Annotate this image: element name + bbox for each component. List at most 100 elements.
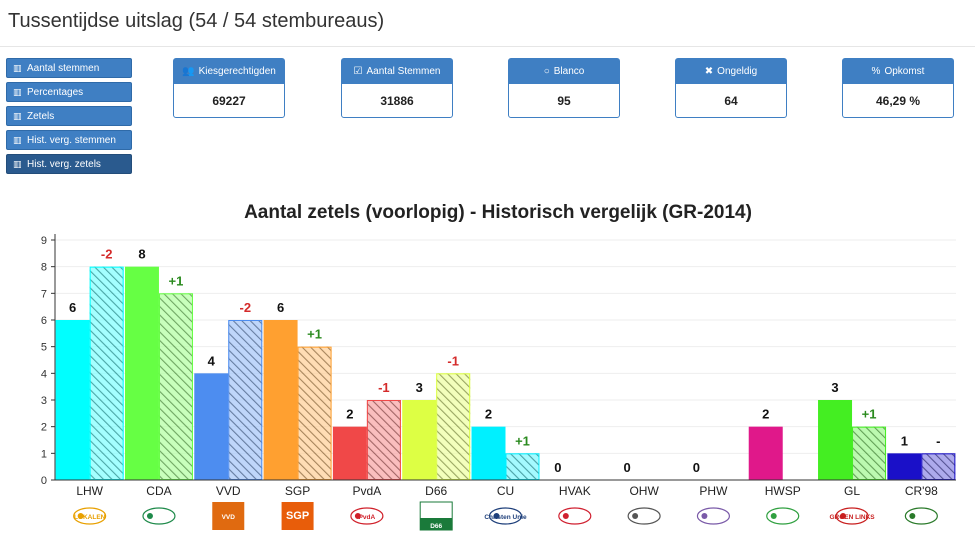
party-logo-sgp: SGP: [281, 502, 314, 530]
y-tick-label: 6: [41, 315, 47, 327]
sidebar-item-hist-verg-stemmen[interactable]: ▥ Hist. verg. stemmen: [6, 130, 132, 150]
x-tick-label: OHW: [629, 484, 659, 498]
value-label: 2: [762, 407, 769, 422]
stat-label: Kiesgerechtigden: [198, 66, 276, 77]
y-tick-label: 5: [41, 342, 47, 354]
party-logo-cda: [142, 507, 176, 525]
x-tick-label: SGP: [285, 484, 310, 498]
seat-comparison-chart: Aantal zetels (voorlopig) - Historisch v…: [41, 202, 956, 531]
x-tick-label: D66: [425, 484, 447, 498]
bar-previous-sgp[interactable]: [297, 346, 332, 480]
circle-icon: ○: [543, 66, 550, 77]
sidebar-item-aantal-stemmen[interactable]: ▥ Aantal stemmen: [6, 58, 132, 78]
value-label: 3: [831, 380, 838, 395]
y-tick-label: 1: [41, 448, 47, 460]
stat-unit: %: [909, 94, 921, 108]
sidebar-item-hist-verg-zetels[interactable]: ▥ Hist. verg. zetels: [6, 154, 132, 174]
party-logo-d66: D66: [419, 501, 453, 531]
bar-current-vvd[interactable]: [194, 373, 229, 480]
page-title: Tussentijdse uitslag (54 / 54 stembureau…: [8, 10, 385, 32]
value-label: 0: [623, 460, 630, 475]
value-label: 4: [208, 353, 216, 368]
party-logo-vvd: VVD: [212, 502, 245, 530]
party-logo-pvda: PvdA: [350, 507, 384, 525]
bar-previous-vvd[interactable]: [228, 320, 263, 480]
bar-current-sgp[interactable]: [263, 320, 298, 480]
stat-blanco: ○ Blanco 95: [508, 58, 620, 118]
bar-current-hwsp[interactable]: [748, 426, 783, 480]
bar-current-cu[interactable]: [471, 426, 506, 480]
bar-previous-cr98[interactable]: [921, 453, 956, 481]
party-logo-cu: Christen Unie: [484, 507, 527, 525]
bar-current-lhw[interactable]: [55, 320, 90, 480]
diff-label: -2: [101, 247, 113, 262]
x-tick-label: CDA: [146, 484, 171, 498]
sidebar-item-percentages[interactable]: ▥ Percentages: [6, 82, 132, 102]
stat-aantal-stemmen: ☑ Aantal Stemmen 31886: [341, 58, 453, 118]
bar-current-cda[interactable]: [124, 266, 159, 480]
stat-value: 95: [557, 94, 571, 108]
bar-previous-cda[interactable]: [158, 293, 193, 481]
bar-current-d66[interactable]: [402, 400, 437, 480]
stat-kiesgerechtigden: 👥 Kiesgerechtigden 69227: [173, 58, 285, 118]
stat-value: 46,29: [875, 94, 906, 108]
value-label: 2: [346, 407, 353, 422]
sidebar-item-label: Zetels: [27, 110, 55, 122]
x-tick-label: CU: [497, 484, 514, 498]
x-tick-label: VVD: [216, 484, 241, 498]
bar-chart-icon: ▥: [13, 134, 22, 145]
diff-label: +1: [862, 407, 877, 422]
x-tick-label: PvdA: [353, 484, 382, 498]
y-tick-label: 2: [41, 422, 47, 434]
bar-previous-gl[interactable]: [852, 426, 887, 481]
y-tick-label: 3: [41, 395, 47, 407]
sidebar-item-label: Percentages: [27, 86, 84, 98]
bar-previous-lhw[interactable]: [89, 266, 124, 480]
stat-label: Blanco: [553, 66, 585, 77]
diff-label: -1: [447, 353, 459, 368]
svg-text:D66: D66: [430, 523, 442, 530]
value-label: 3: [416, 380, 423, 395]
party-logo-hwsp: [766, 507, 800, 525]
bar-previous-cu[interactable]: [505, 453, 540, 481]
party-logo-hvak: [558, 507, 592, 525]
bar-chart-icon: ▥: [13, 62, 22, 73]
svg-text:VVD: VVD: [222, 514, 236, 521]
party-logo-gl: GROEN LINKS: [829, 507, 875, 525]
stat-value: 64: [724, 94, 738, 108]
users-icon: 👥: [182, 66, 195, 77]
party-logo-cr98: [904, 507, 938, 525]
chart-title: Aantal zetels (voorlopig) - Historisch v…: [244, 202, 752, 223]
value-label: 2: [485, 407, 492, 422]
x-tick-label: GL: [844, 484, 860, 498]
svg-text:PvdA: PvdA: [359, 514, 376, 521]
svg-text:GROEN LINKS: GROEN LINKS: [829, 514, 875, 521]
bar-chart-icon: ▥: [13, 110, 22, 121]
diff-label: +1: [169, 273, 184, 288]
stat-label: Aantal Stemmen: [366, 66, 441, 77]
bar-chart-icon: ▥: [13, 86, 22, 97]
value-label: 6: [69, 300, 76, 315]
bar-current-cr98[interactable]: [887, 453, 922, 480]
bar-current-pvda[interactable]: [332, 426, 367, 480]
sidebar-item-label: Hist. verg. zetels: [27, 158, 101, 170]
sidebar-item-label: Aantal stemmen: [27, 62, 100, 74]
diff-label: -2: [239, 300, 251, 315]
page-header: Tussentijdse uitslag (54 / 54 stembureau…: [0, 0, 975, 47]
x-tick-label: HWSP: [765, 484, 801, 498]
value-label: 1: [901, 433, 908, 448]
stat-ongeldig: ✖ Ongeldig 64: [675, 58, 787, 118]
value-label: 0: [554, 460, 561, 475]
y-tick-label: 4: [41, 368, 47, 380]
x-icon: ✖: [704, 66, 714, 77]
bar-current-gl[interactable]: [818, 400, 853, 480]
x-tick-label: PHW: [699, 484, 728, 498]
stat-label: Ongeldig: [717, 66, 758, 77]
stat-value: 69227: [212, 94, 246, 108]
sidebar-menu: ▥ Aantal stemmen ▥ Percentages ▥ Zetels …: [6, 58, 132, 178]
value-label: 8: [138, 247, 145, 262]
bar-previous-pvda[interactable]: [366, 400, 401, 480]
sidebar-item-zetels[interactable]: ▥ Zetels: [6, 106, 132, 126]
stat-value: 31886: [380, 94, 414, 108]
bar-previous-d66[interactable]: [436, 373, 471, 480]
